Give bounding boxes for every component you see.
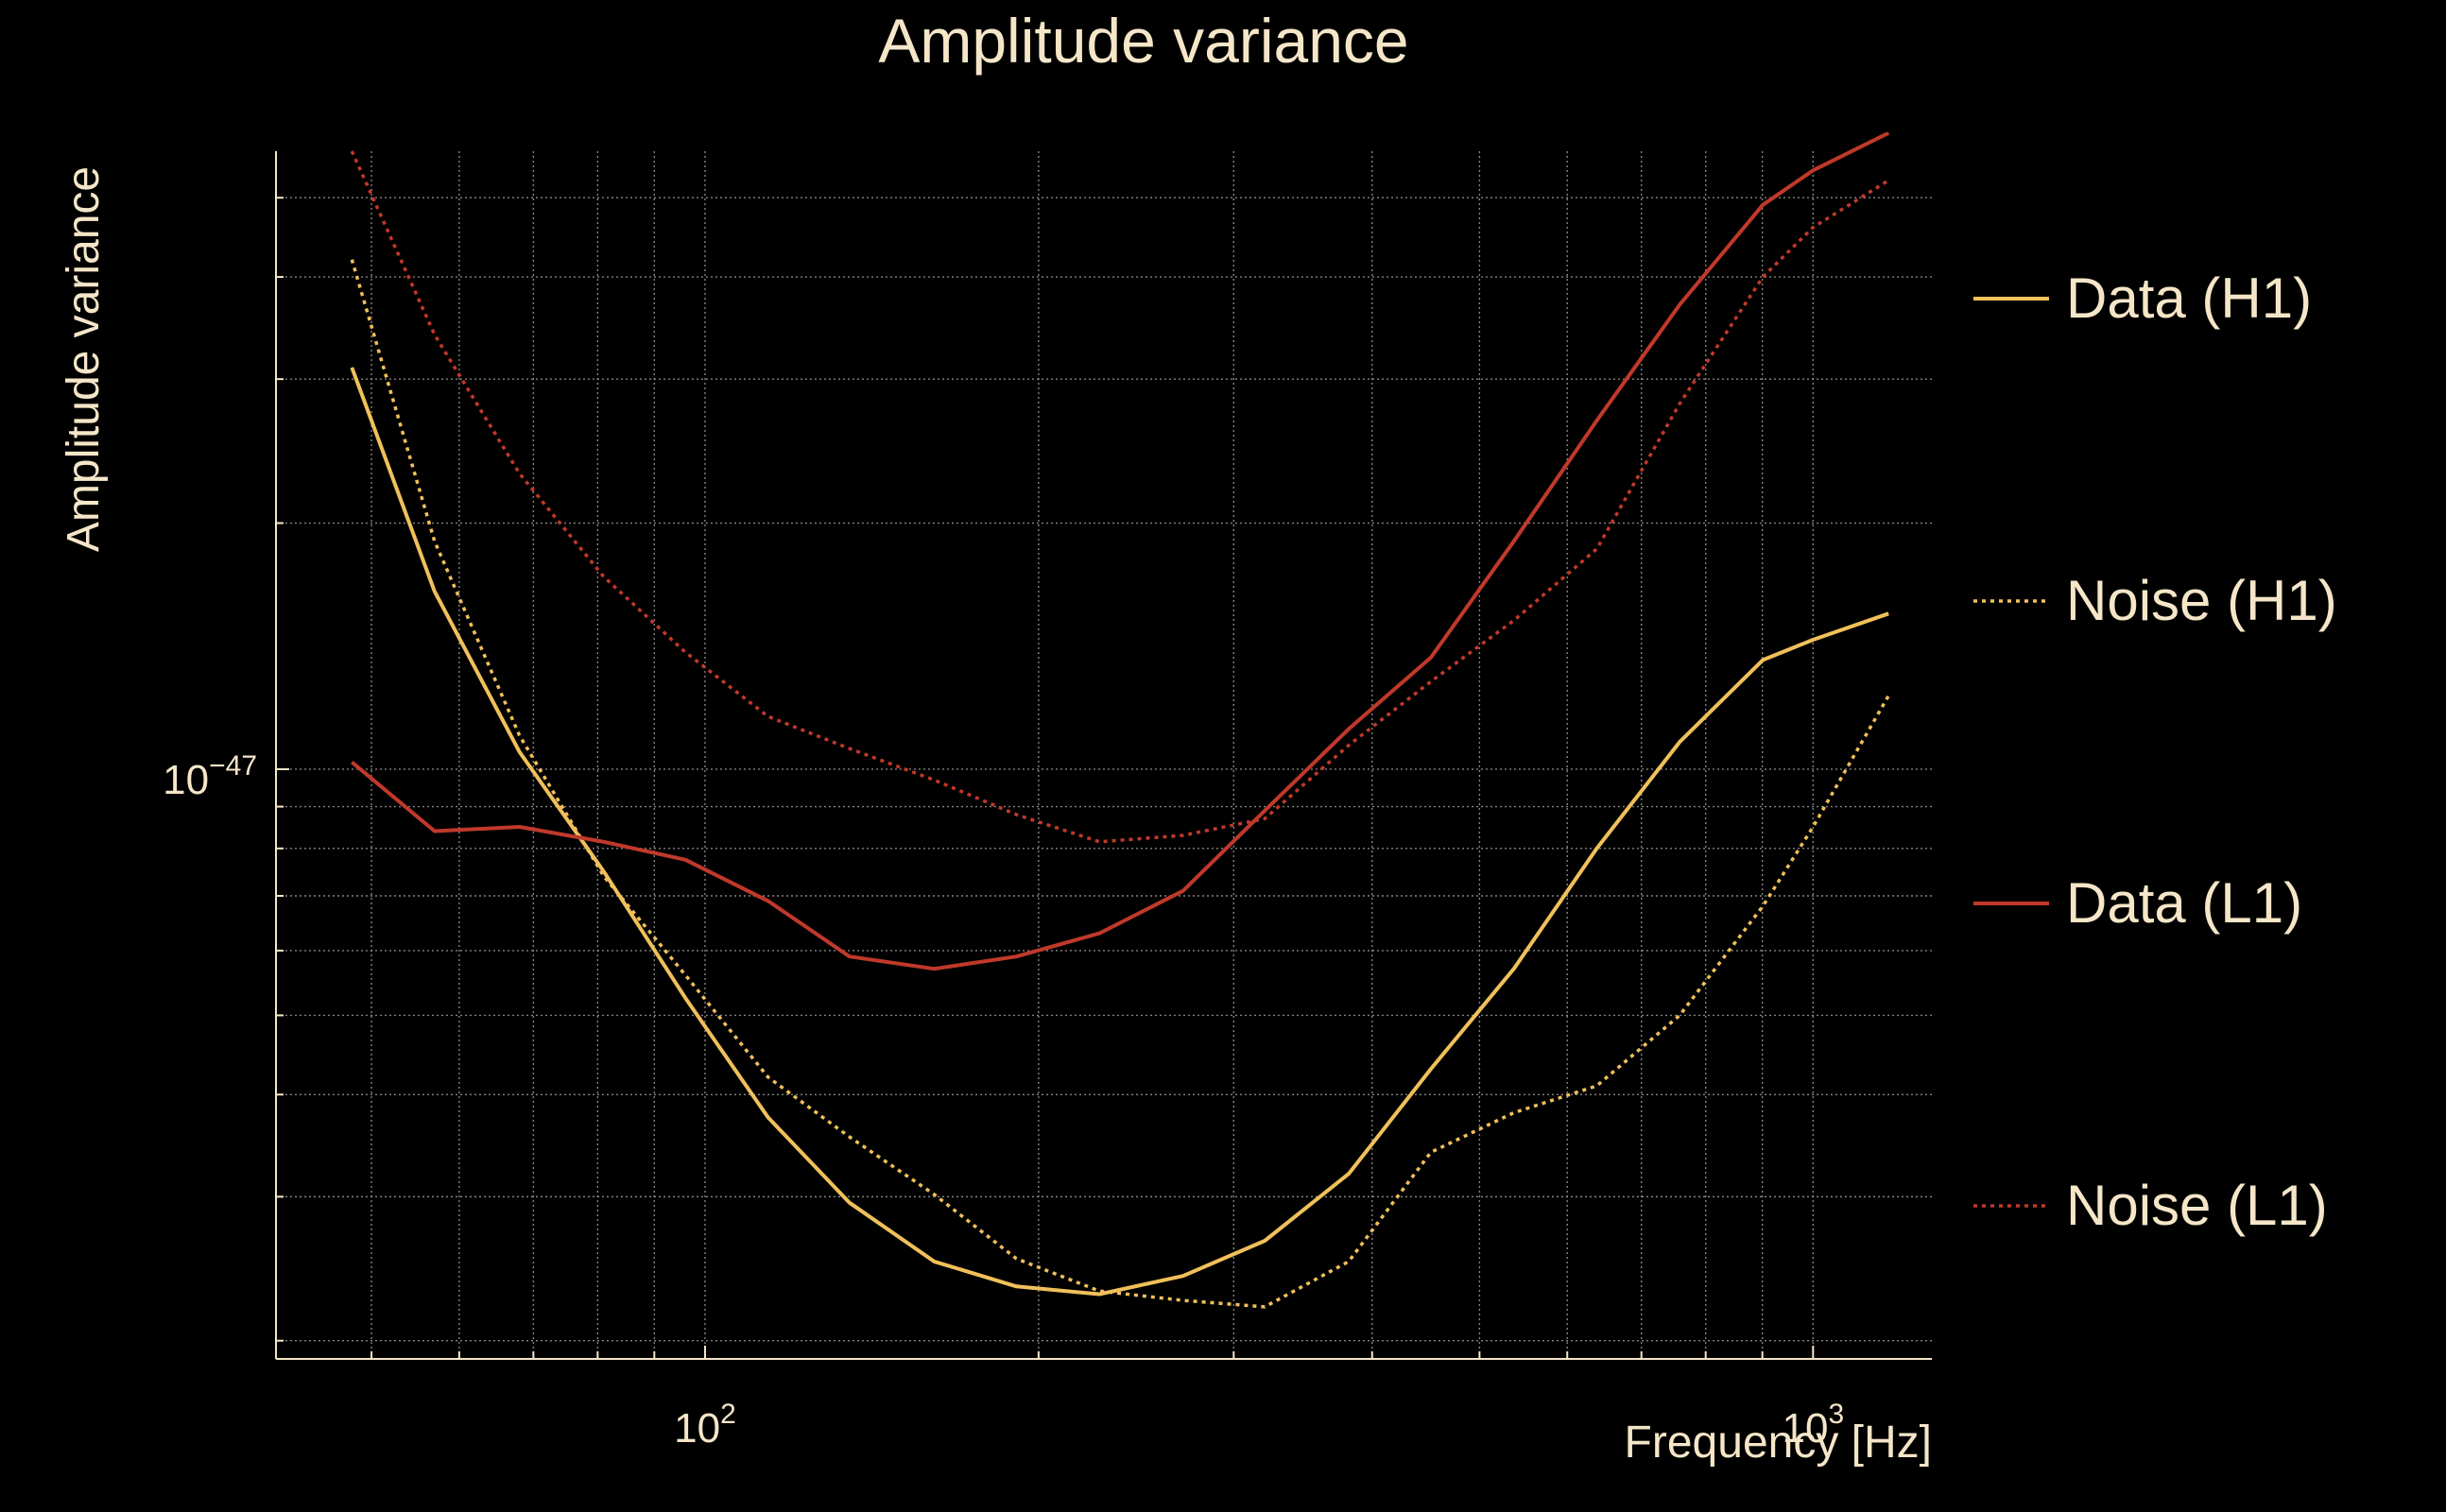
legend: Data (H1) Noise (H1) Data (L1) Noise (L1): [1973, 266, 2337, 1237]
series-line-2: [350, 259, 1890, 1309]
x-axis-label: Frequency [Hz]: [1625, 1418, 1932, 1468]
series-line-4: [350, 150, 1890, 844]
chart-title: Amplitude variance: [878, 6, 1408, 76]
axes: [275, 151, 1932, 1360]
plot-area: [350, 132, 1890, 1309]
tick-labels: 102 103 10−47: [163, 750, 1844, 1452]
legend-label-2: Noise (H1): [2066, 569, 2337, 632]
legend-label-3: Data (L1): [2066, 871, 2302, 935]
x-tick-label: 103: [1782, 1399, 1844, 1452]
grid: [276, 151, 1932, 1359]
legend-label-4: Noise (L1): [2066, 1174, 2328, 1237]
y-tick-label: 10−47: [163, 750, 257, 803]
y-axis-label: Amplitude variance: [59, 166, 109, 552]
x-tick-label: 102: [674, 1399, 736, 1452]
legend-label-1: Data (H1): [2066, 266, 2312, 330]
series-line-3: [351, 132, 1890, 971]
